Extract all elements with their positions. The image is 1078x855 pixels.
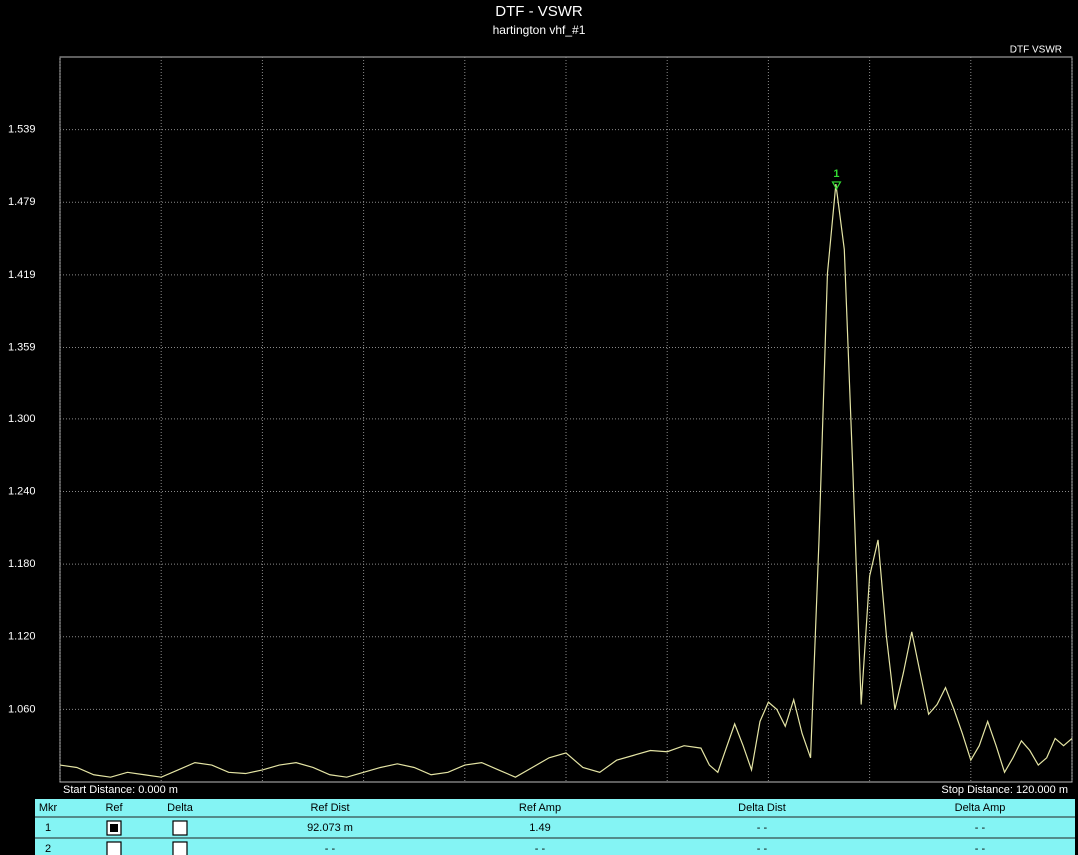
table-header: Mkr [39, 802, 58, 814]
table-cell: - - [757, 843, 768, 855]
start-distance: Start Distance: 0.000 m [63, 784, 178, 796]
y-tick-label: 1.060 [8, 703, 36, 715]
trace-line [59, 184, 1073, 778]
y-tick-label: 1.539 [8, 124, 36, 136]
trace-legend: DTF VSWR [1010, 45, 1062, 56]
table-header: Ref Dist [310, 802, 349, 814]
table-header: Delta Dist [738, 802, 786, 814]
table-cell: - - [757, 822, 768, 834]
chart-title: DTF - VSWR [495, 3, 583, 20]
checkbox-fill [110, 824, 118, 832]
table-header: Ref [105, 802, 123, 814]
table-header: Ref Amp [519, 802, 561, 814]
stop-distance: Stop Distance: 120.000 m [941, 784, 1068, 796]
y-tick-label: 1.359 [8, 341, 36, 353]
checkbox[interactable] [172, 841, 188, 855]
table-header: Delta Amp [955, 802, 1006, 814]
checkbox[interactable] [106, 841, 122, 855]
y-tick-label: 1.120 [8, 631, 36, 643]
y-tick-label: 1.300 [8, 413, 36, 425]
y-tick-label: 1.479 [8, 196, 36, 208]
marker-label: 1 [833, 168, 839, 180]
chart-subtitle: hartington vhf_#1 [493, 23, 586, 37]
checkbox[interactable] [172, 820, 188, 836]
table-cell: - - [975, 843, 986, 855]
table-cell: 92.073 m [307, 822, 353, 834]
marker-triangle [831, 181, 842, 191]
y-tick-label: 1.180 [8, 558, 36, 570]
table-cell: 1.49 [529, 822, 550, 834]
table-cell: 1 [45, 822, 51, 834]
y-tick-label: 1.419 [8, 269, 36, 281]
table-cell: - - [975, 822, 986, 834]
marker-table-bg [35, 799, 1075, 855]
table-cell: - - [325, 843, 336, 855]
table-cell: 2 [45, 843, 51, 855]
table-cell: - - [535, 843, 546, 855]
y-tick-label: 1.240 [8, 485, 36, 497]
table-header: Delta [167, 802, 194, 814]
